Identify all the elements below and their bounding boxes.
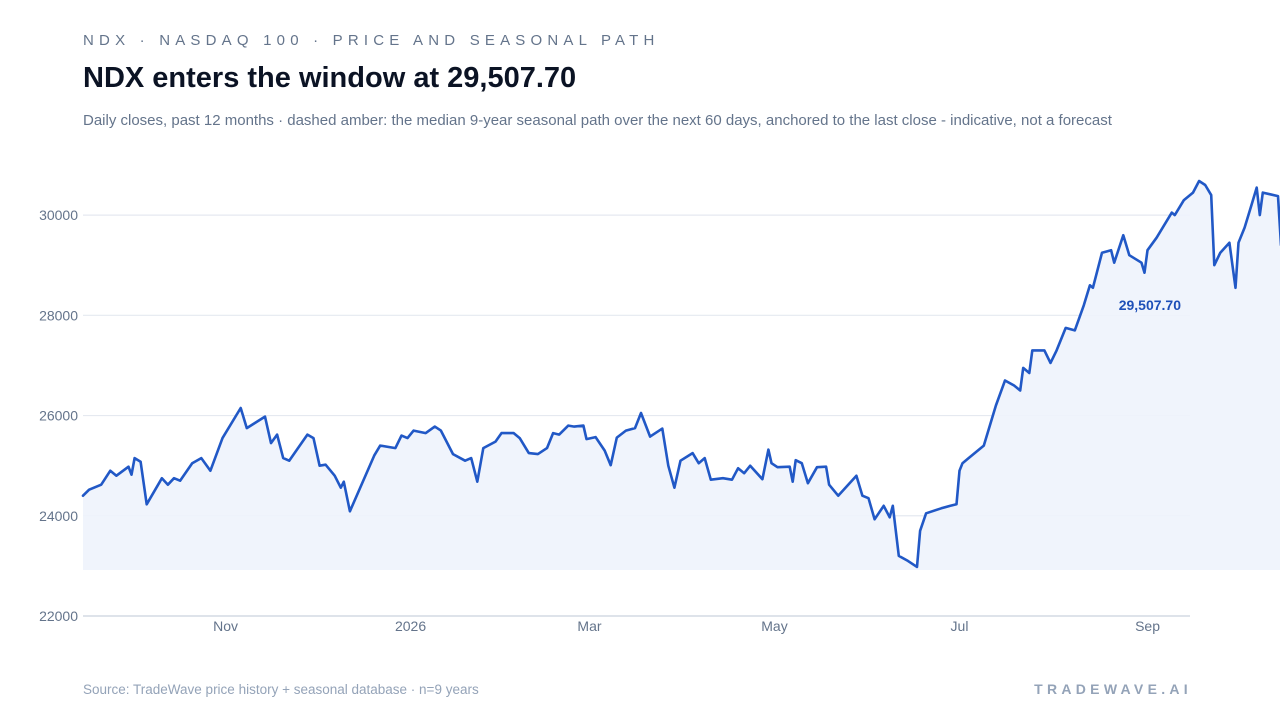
x-axis: Nov 2026 Mar May Jul Sep	[213, 618, 1160, 634]
x-tick-label: Sep	[1135, 618, 1160, 634]
x-tick-label: May	[761, 618, 787, 634]
price-series	[81, 179, 1280, 569]
x-tick-label: 2026	[395, 618, 426, 634]
y-tick-label: 30000	[39, 207, 78, 223]
eyebrow: NDX · NASDAQ 100 · PRICE AND SEASONAL PA…	[83, 32, 660, 49]
page-subtitle: Daily closes, past 12 months · dashed am…	[83, 112, 1112, 129]
annotations: 29,507.70	[1119, 297, 1181, 313]
y-tick-label: 24000	[39, 508, 78, 524]
y-tick-label: 26000	[39, 408, 78, 424]
page-title: NDX enters the window at 29,507.70	[83, 62, 577, 94]
y-tick-label: 28000	[39, 307, 78, 323]
last-close-label: 29,507.70	[1119, 297, 1181, 313]
area-fill	[83, 181, 1280, 570]
x-tick-label: Mar	[577, 618, 601, 634]
brand-logo: TRADEWAVE.AI	[1034, 681, 1192, 697]
x-tick-label: Nov	[213, 618, 238, 634]
x-tick-label: Jul	[951, 618, 969, 634]
gridlines	[83, 214, 1190, 617]
y-tick-label: 22000	[39, 608, 78, 624]
price-line	[81, 179, 1280, 569]
y-axis: 22000 24000 26000 28000 30000	[39, 207, 78, 624]
source-note: Source: TradeWave price history + season…	[83, 682, 479, 697]
price-area	[83, 181, 1280, 570]
